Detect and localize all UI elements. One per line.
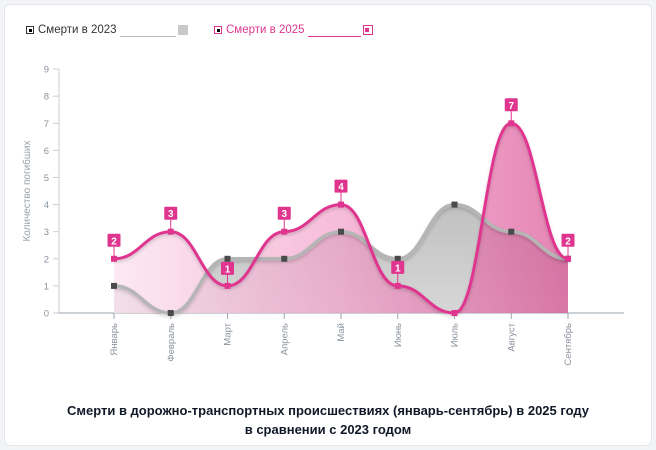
y-tick-label: 2 <box>44 254 49 265</box>
x-tick-label: Март <box>223 322 234 345</box>
y-tick-label: 8 <box>44 92 49 103</box>
data-label-box <box>504 98 518 112</box>
data-label-2025: 3 <box>164 206 178 232</box>
data-label-2025: 1 <box>221 261 234 286</box>
data-label-2025: 7 <box>504 98 518 124</box>
series-2023-point[interactable] <box>224 255 231 262</box>
data-label-value: 1 <box>225 264 231 275</box>
data-label-2025: 2 <box>107 233 121 259</box>
legend-marker-icon <box>214 26 222 34</box>
series-2023-point[interactable] <box>338 228 344 235</box>
data-label-box <box>107 233 121 247</box>
x-tick-label: Февраль <box>166 323 177 362</box>
y-tick-label: 7 <box>44 119 49 130</box>
x-tick-label: Май <box>336 323 347 342</box>
legend-swatch-2023 <box>177 25 188 35</box>
series-2023-point[interactable] <box>111 282 117 289</box>
y-axis-title: Количество погибших <box>21 140 33 241</box>
data-label-box <box>277 206 291 220</box>
y-tick-label: 3 <box>44 227 49 238</box>
legend-swatch-2025 <box>362 25 373 35</box>
legend-item-2023[interactable]: Смерти в 2023 <box>26 22 188 38</box>
data-label-box <box>164 206 178 220</box>
legend-line-2023 <box>119 36 176 37</box>
series-2023-point[interactable] <box>167 310 174 316</box>
data-label-value: 2 <box>565 236 571 247</box>
x-tick-label: Апрель <box>279 323 290 355</box>
labels-layer: 2 3 1 3 4 1 7 2 <box>107 98 575 286</box>
data-label-value: 4 <box>338 182 344 193</box>
series-2023-point[interactable] <box>281 255 288 262</box>
data-label-value: 3 <box>168 209 174 220</box>
data-label-value: 7 <box>508 101 514 112</box>
data-label-value: 3 <box>281 209 287 220</box>
x-tick-label: Июнь <box>393 323 404 347</box>
chart-title-line-1: Смерти в дорожно-транспортных происшеств… <box>66 403 590 418</box>
y-tick-label: 9 <box>44 65 49 76</box>
legend-label-2025: Смерти в 2025 <box>226 24 305 36</box>
y-tick-label: 5 <box>44 173 49 184</box>
data-label-2025: 4 <box>334 179 348 205</box>
data-label-value: 2 <box>111 236 117 247</box>
legend-marker-icon <box>26 26 34 34</box>
data-label-box <box>391 260 405 274</box>
series-2025-point[interactable] <box>451 310 458 316</box>
y-tick-label: 0 <box>44 309 49 320</box>
series-2023-point[interactable] <box>451 201 458 208</box>
series-2025-line <box>113 121 569 315</box>
data-label-2025: 2 <box>561 233 575 259</box>
data-label-value: 1 <box>395 263 401 274</box>
legend-item-2025[interactable]: Смерти в 2025 <box>214 22 373 38</box>
x-tick-label: Январь <box>109 323 120 356</box>
data-label-box <box>561 233 575 247</box>
chart-title-line-2: в сравнении с 2023 годом <box>244 422 412 437</box>
data-label-box <box>221 261 234 275</box>
series-2023-point[interactable] <box>394 255 401 262</box>
y-tick-label: 4 <box>44 200 49 211</box>
legend-label-2023: Смерти в 2023 <box>38 24 117 36</box>
data-label-2025: 3 <box>277 206 291 232</box>
areas-layer <box>114 123 568 313</box>
x-tick-label: Июль <box>450 323 461 347</box>
y-tick-label: 6 <box>44 146 49 157</box>
x-tick-label: Сентябрь <box>563 323 574 366</box>
series-2025-area <box>114 123 568 313</box>
y-tick-label: 1 <box>44 281 49 292</box>
legend-line-2025 <box>307 36 361 37</box>
data-label-2025: 1 <box>391 260 405 286</box>
series-2023-point[interactable] <box>508 228 515 235</box>
data-label-box <box>334 179 348 193</box>
x-tick-label: Август <box>506 322 517 351</box>
